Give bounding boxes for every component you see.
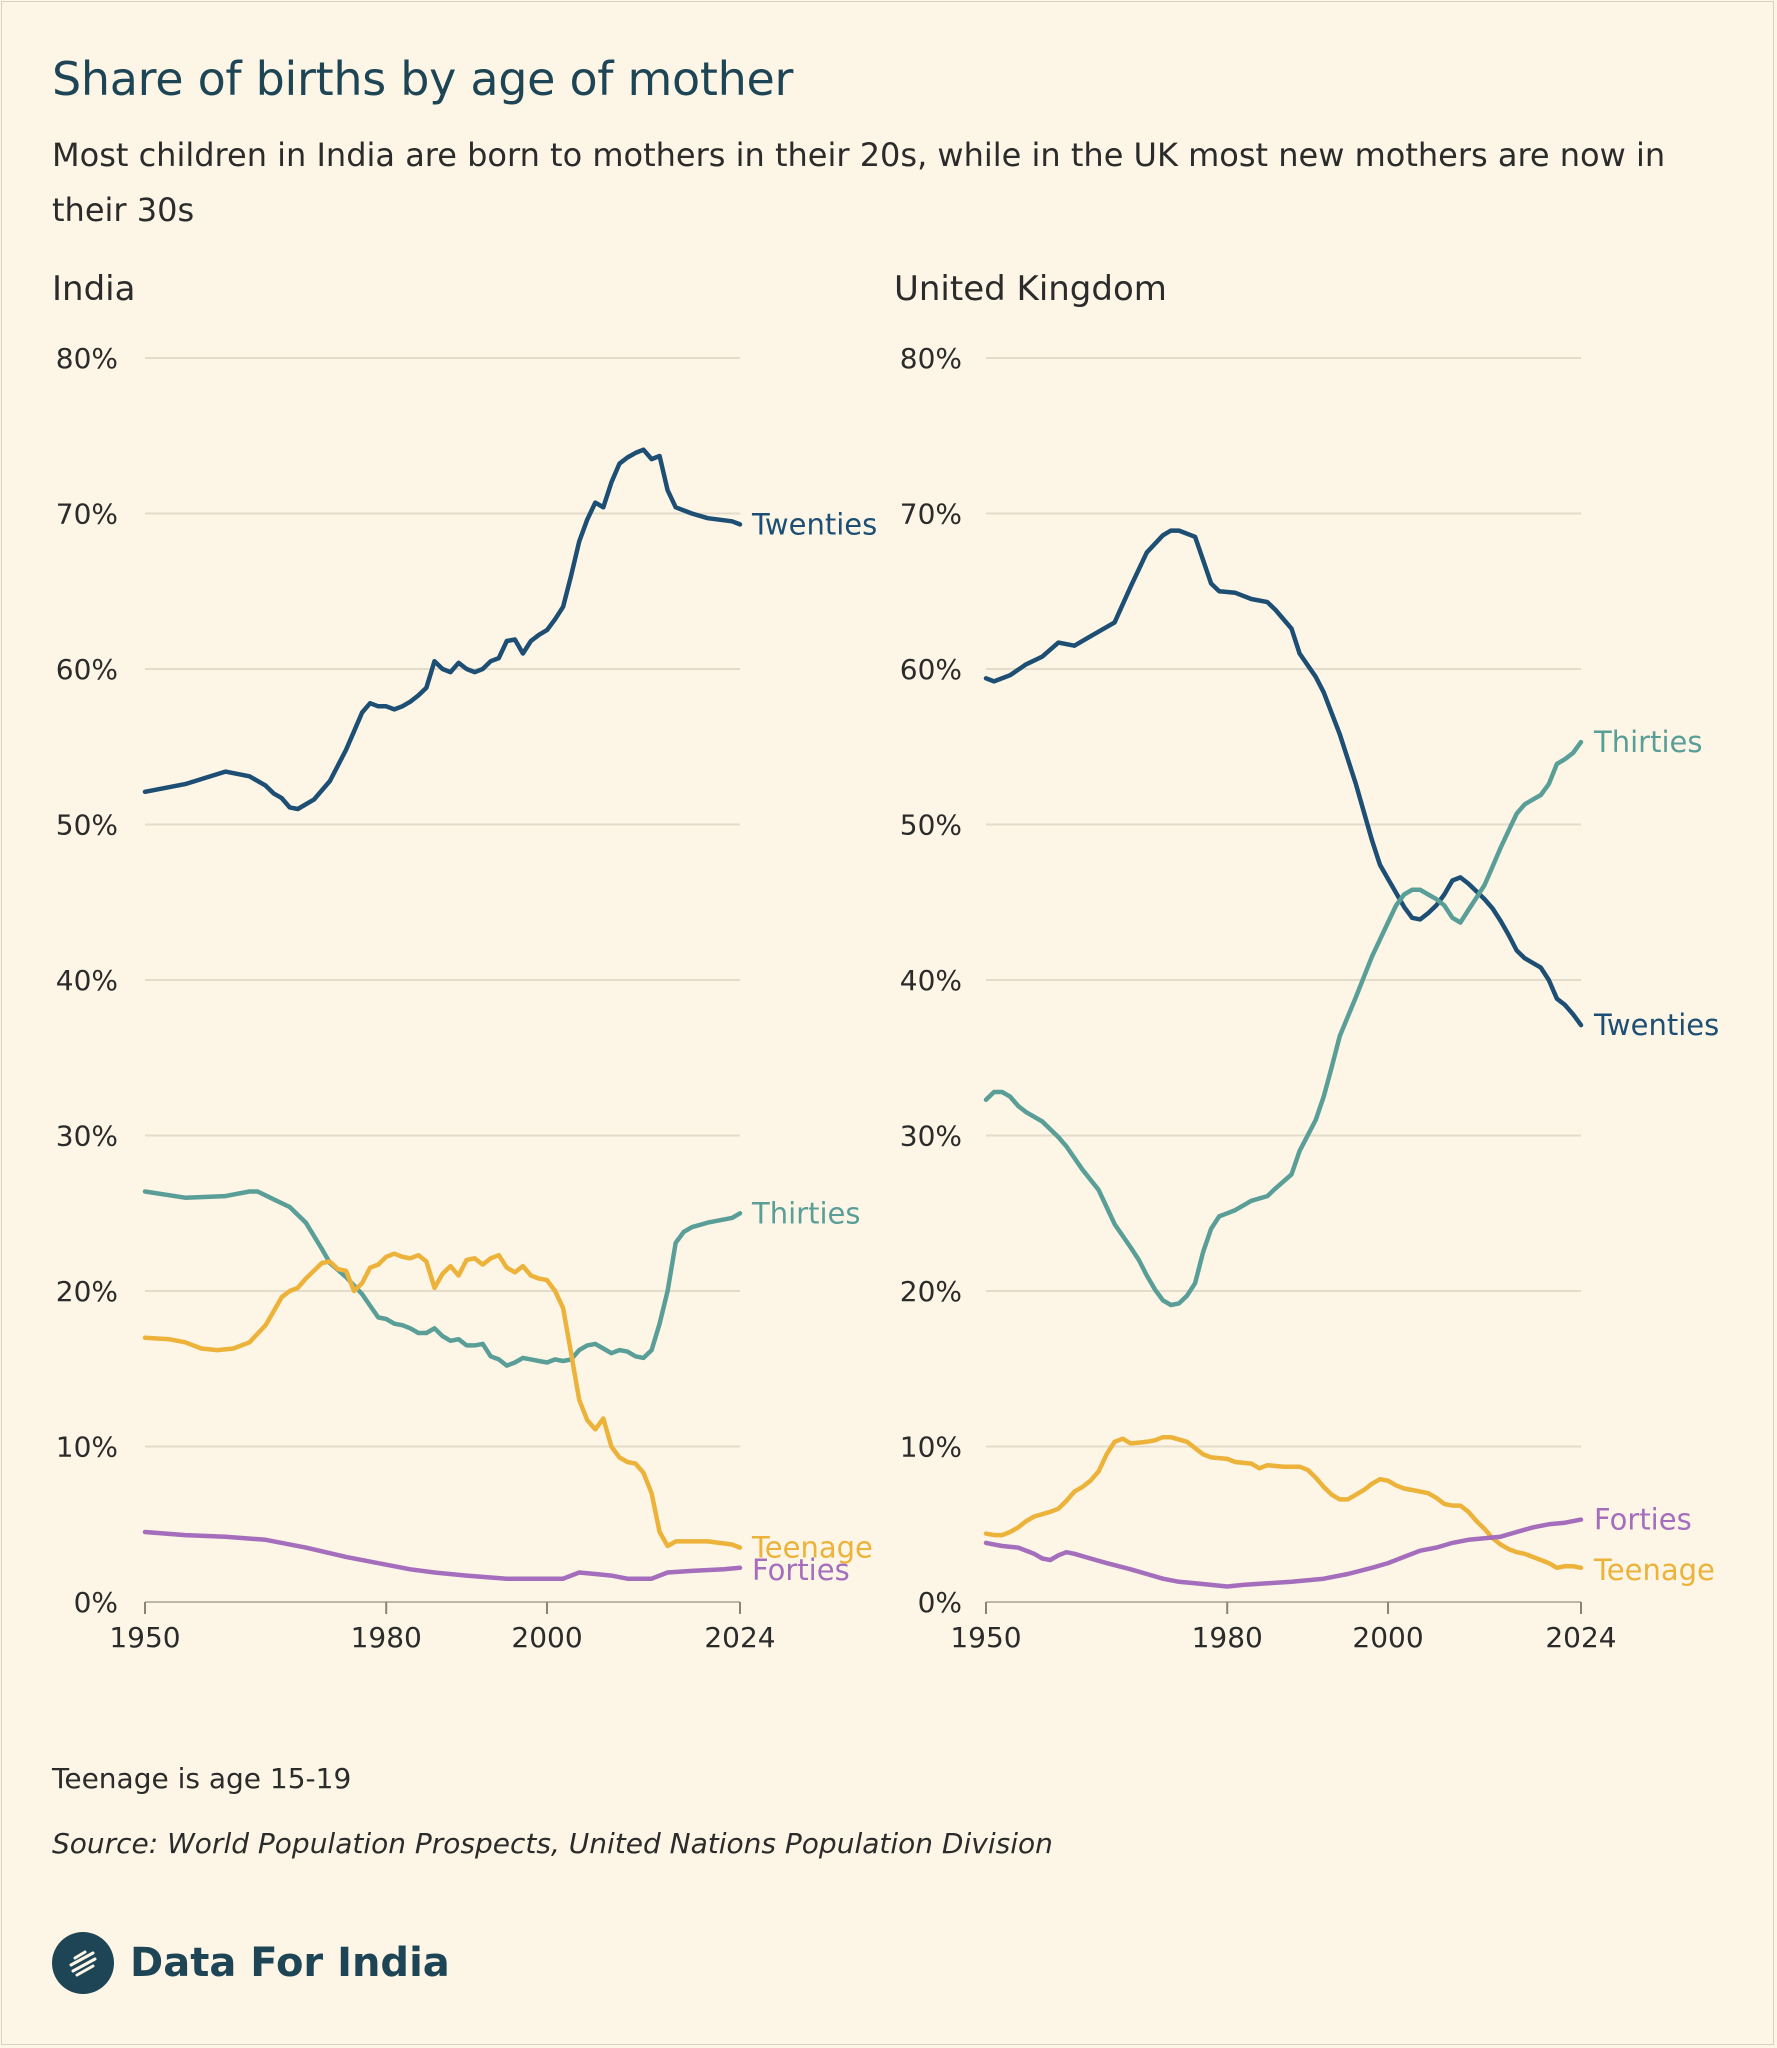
brand-name: Data For India: [130, 1940, 450, 1986]
x-tick-label: 2024: [704, 1621, 775, 1654]
y-tick-label: 10%: [900, 1431, 962, 1464]
series-line-forties: [142, 1529, 743, 1581]
y-tick-label: 0%: [74, 1586, 118, 1619]
series-line-twenties: [142, 447, 743, 812]
series-label-forties: Forties: [752, 1553, 850, 1587]
panel-title: India: [52, 269, 135, 309]
series-line-thirties: [983, 739, 1584, 1308]
source-note: Source: World Population Prospects, Unit…: [52, 1827, 1053, 1860]
y-tick-label: 20%: [56, 1275, 118, 1308]
y-tick-label: 80%: [56, 342, 118, 375]
series-label-teenage: Teenage: [751, 1531, 873, 1565]
panel-title: United Kingdom: [894, 269, 1167, 309]
series-line-teenage: [142, 1251, 743, 1550]
y-tick-label: 80%: [900, 342, 962, 375]
y-tick-label: 10%: [56, 1431, 118, 1464]
y-tick-label: 50%: [56, 809, 118, 842]
series-label-twenties: Twenties: [1593, 1008, 1719, 1042]
x-tick-label: 1950: [109, 1621, 180, 1654]
page-title: Share of births by age of mother: [52, 52, 794, 106]
series-label-thirties: Thirties: [751, 1196, 860, 1230]
series-line-forties: [983, 1517, 1584, 1589]
series-label-thirties: Thirties: [1593, 725, 1702, 759]
x-tick-label: 2000: [511, 1621, 582, 1654]
series-line-teenage: [983, 1434, 1584, 1571]
x-tick-label: 2024: [1545, 1621, 1616, 1654]
chart-panel-1: United Kingdom 0% 10% 20% 30% 40% 50% 60% 70% 80%…: [894, 269, 1719, 1654]
y-tick-label: 30%: [900, 1120, 962, 1153]
series-label-twenties: Twenties: [751, 507, 877, 541]
y-tick-label: 40%: [56, 964, 118, 997]
series-label-teenage: Teenage: [1593, 1553, 1715, 1587]
series-label-forties: Forties: [1594, 1503, 1692, 1537]
chart-panel-0: India 0% 10% 20% 30% 40% 50% 60% 70% 80% 1950 1980 2…: [52, 269, 877, 1654]
footnote: Teenage is age 15-19: [52, 1762, 352, 1795]
y-tick-label: 50%: [900, 809, 962, 842]
y-tick-label: 60%: [900, 653, 962, 686]
y-tick-label: 60%: [56, 653, 118, 686]
y-tick-label: 0%: [918, 1586, 962, 1619]
x-tick-label: 1980: [351, 1621, 422, 1654]
series-line-twenties: [983, 528, 1584, 1028]
brand-logo-icon: [52, 1932, 114, 1994]
y-tick-label: 40%: [900, 964, 962, 997]
series-line-thirties: [142, 1189, 743, 1368]
y-tick-label: 20%: [900, 1275, 962, 1308]
y-tick-label: 70%: [900, 498, 962, 531]
x-tick-label: 1950: [950, 1621, 1021, 1654]
x-tick-label: 1980: [1192, 1621, 1263, 1654]
brand[interactable]: Data For India: [52, 1932, 450, 1994]
y-tick-label: 30%: [56, 1120, 118, 1153]
charts-svg: India 0% 10% 20% 30% 40% 50% 60% 70% 80% 1950 1980 2…: [52, 269, 1719, 1654]
page-subtitle: Most children in India are born to mothe…: [52, 136, 1666, 229]
x-tick-label: 2000: [1352, 1621, 1423, 1654]
y-tick-label: 70%: [56, 498, 118, 531]
